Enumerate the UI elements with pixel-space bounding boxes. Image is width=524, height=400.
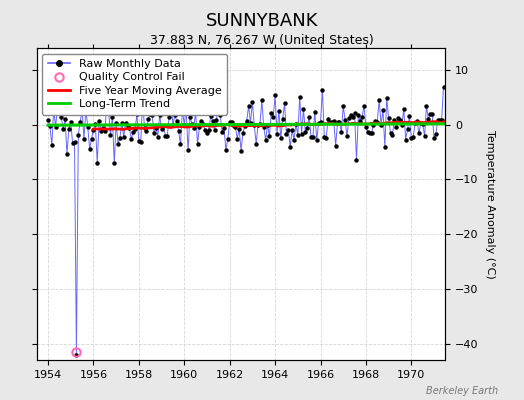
Legend: Raw Monthly Data, Quality Control Fail, Five Year Moving Average, Long-Term Tren: Raw Monthly Data, Quality Control Fail, …: [42, 54, 227, 115]
Text: Berkeley Earth: Berkeley Earth: [425, 386, 498, 396]
Y-axis label: Temperature Anomaly (°C): Temperature Anomaly (°C): [485, 130, 495, 278]
Text: 37.883 N, 76.267 W (United States): 37.883 N, 76.267 W (United States): [150, 34, 374, 47]
Text: SUNNYBANK: SUNNYBANK: [206, 12, 318, 30]
